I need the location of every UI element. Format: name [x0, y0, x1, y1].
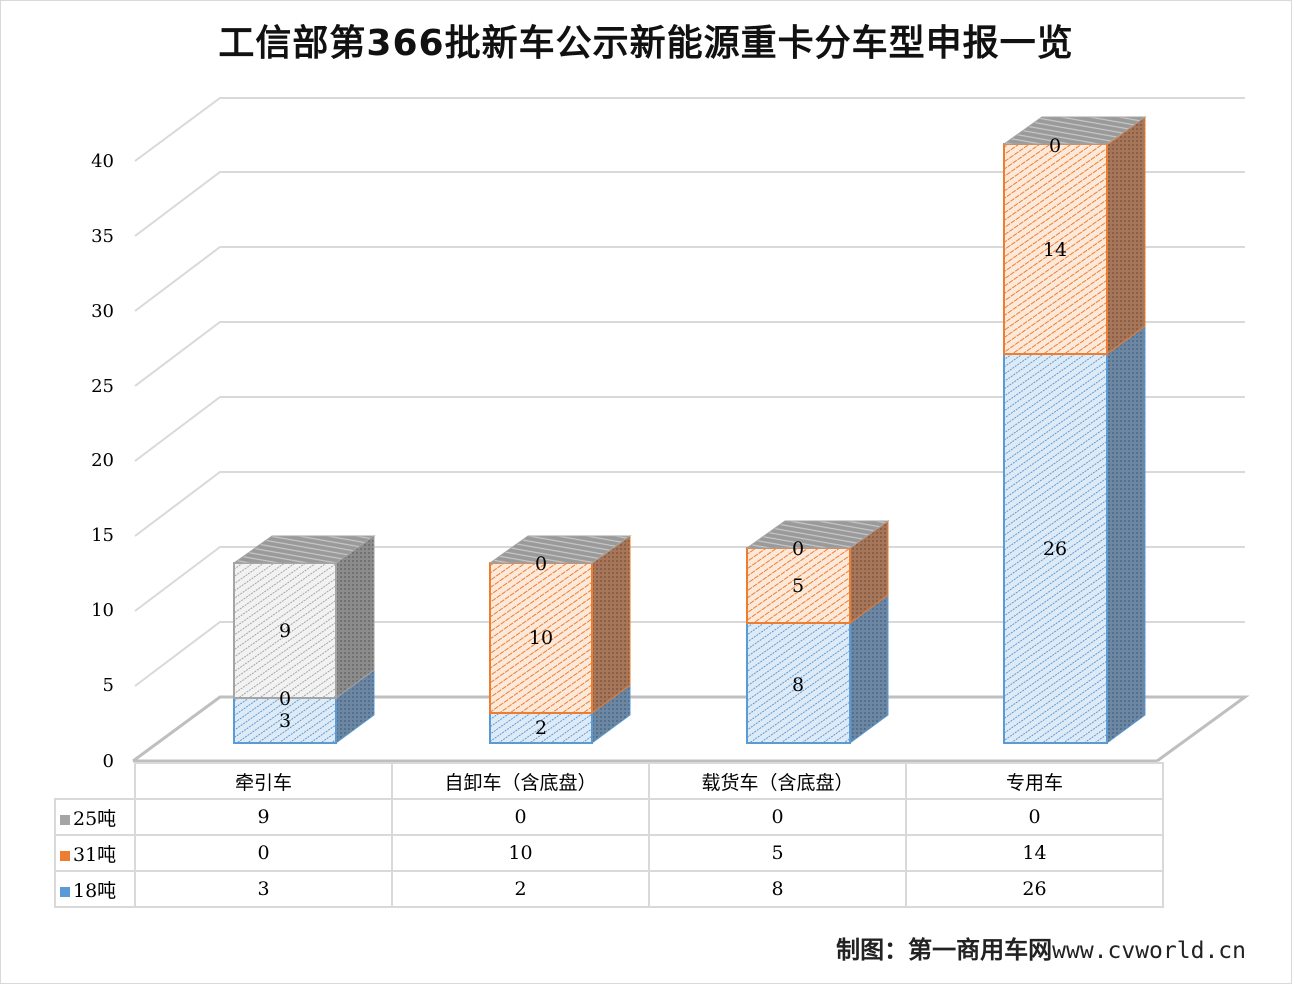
table-row: 31吨 0 10 5 14	[54, 834, 1164, 872]
svg-text:9: 9	[279, 620, 291, 642]
y-tick: 30	[91, 301, 114, 322]
y-tick: 25	[91, 376, 114, 397]
legend-entry-25t: 25吨	[54, 798, 136, 836]
table-row: 18吨 3 2 8 26	[54, 870, 1164, 908]
y-tick: 0	[102, 751, 114, 772]
bar-zixieche: 10 0 2	[488, 535, 632, 744]
y-tick: 40	[91, 151, 114, 172]
table-row: 25吨 9 0 0 0	[54, 798, 1164, 836]
svg-text:0: 0	[1049, 135, 1061, 157]
category-label: 载货车（含底盘）	[648, 762, 907, 800]
category-label: 专用车	[905, 762, 1164, 800]
data-table: 牵引车 自卸车（含底盘） 载货车（含底盘） 专用车 25吨 9 0 0 0 31…	[54, 762, 1164, 908]
gridlines	[134, 97, 1245, 687]
bar-zhuanyongche: 26 14 0	[1002, 116, 1147, 744]
svg-text:8: 8	[792, 674, 804, 696]
svg-text:14: 14	[1043, 239, 1067, 261]
y-tick: 35	[91, 226, 114, 247]
svg-text:26: 26	[1043, 538, 1067, 560]
svg-text:0: 0	[792, 538, 804, 560]
legend-swatch-icon	[60, 850, 70, 861]
y-tick: 15	[91, 525, 114, 546]
bar-zaihuoche: 8 5 0	[745, 520, 890, 744]
category-label: 自卸车（含底盘）	[391, 762, 650, 800]
table-header-row: 牵引车 自卸车（含底盘） 载货车（含底盘） 专用车	[55, 762, 1164, 800]
legend-swatch-icon	[60, 886, 70, 897]
y-tick: 5	[102, 675, 114, 696]
chart-floor	[132, 695, 1250, 763]
svg-text:0: 0	[279, 688, 291, 710]
category-label: 牵引车	[134, 762, 393, 800]
chart-credit: 制图：第一商用车网www.cvworld.cn	[836, 936, 1246, 964]
bar-qianyinche: 9 0 3	[232, 535, 376, 744]
y-tick: 10	[91, 600, 114, 621]
svg-text:10: 10	[529, 627, 553, 649]
legend-entry-31t: 31吨	[54, 834, 136, 872]
svg-text:3: 3	[279, 710, 291, 732]
svg-text:5: 5	[792, 575, 804, 597]
legend-entry-18t: 18吨	[54, 870, 136, 908]
legend-swatch-icon	[60, 814, 70, 825]
svg-text:0: 0	[535, 553, 547, 575]
svg-text:2: 2	[535, 717, 547, 739]
y-tick: 20	[91, 450, 114, 471]
chart-title: 工信部第366批新车公示新能源重卡分车型申报一览	[218, 23, 1074, 64]
